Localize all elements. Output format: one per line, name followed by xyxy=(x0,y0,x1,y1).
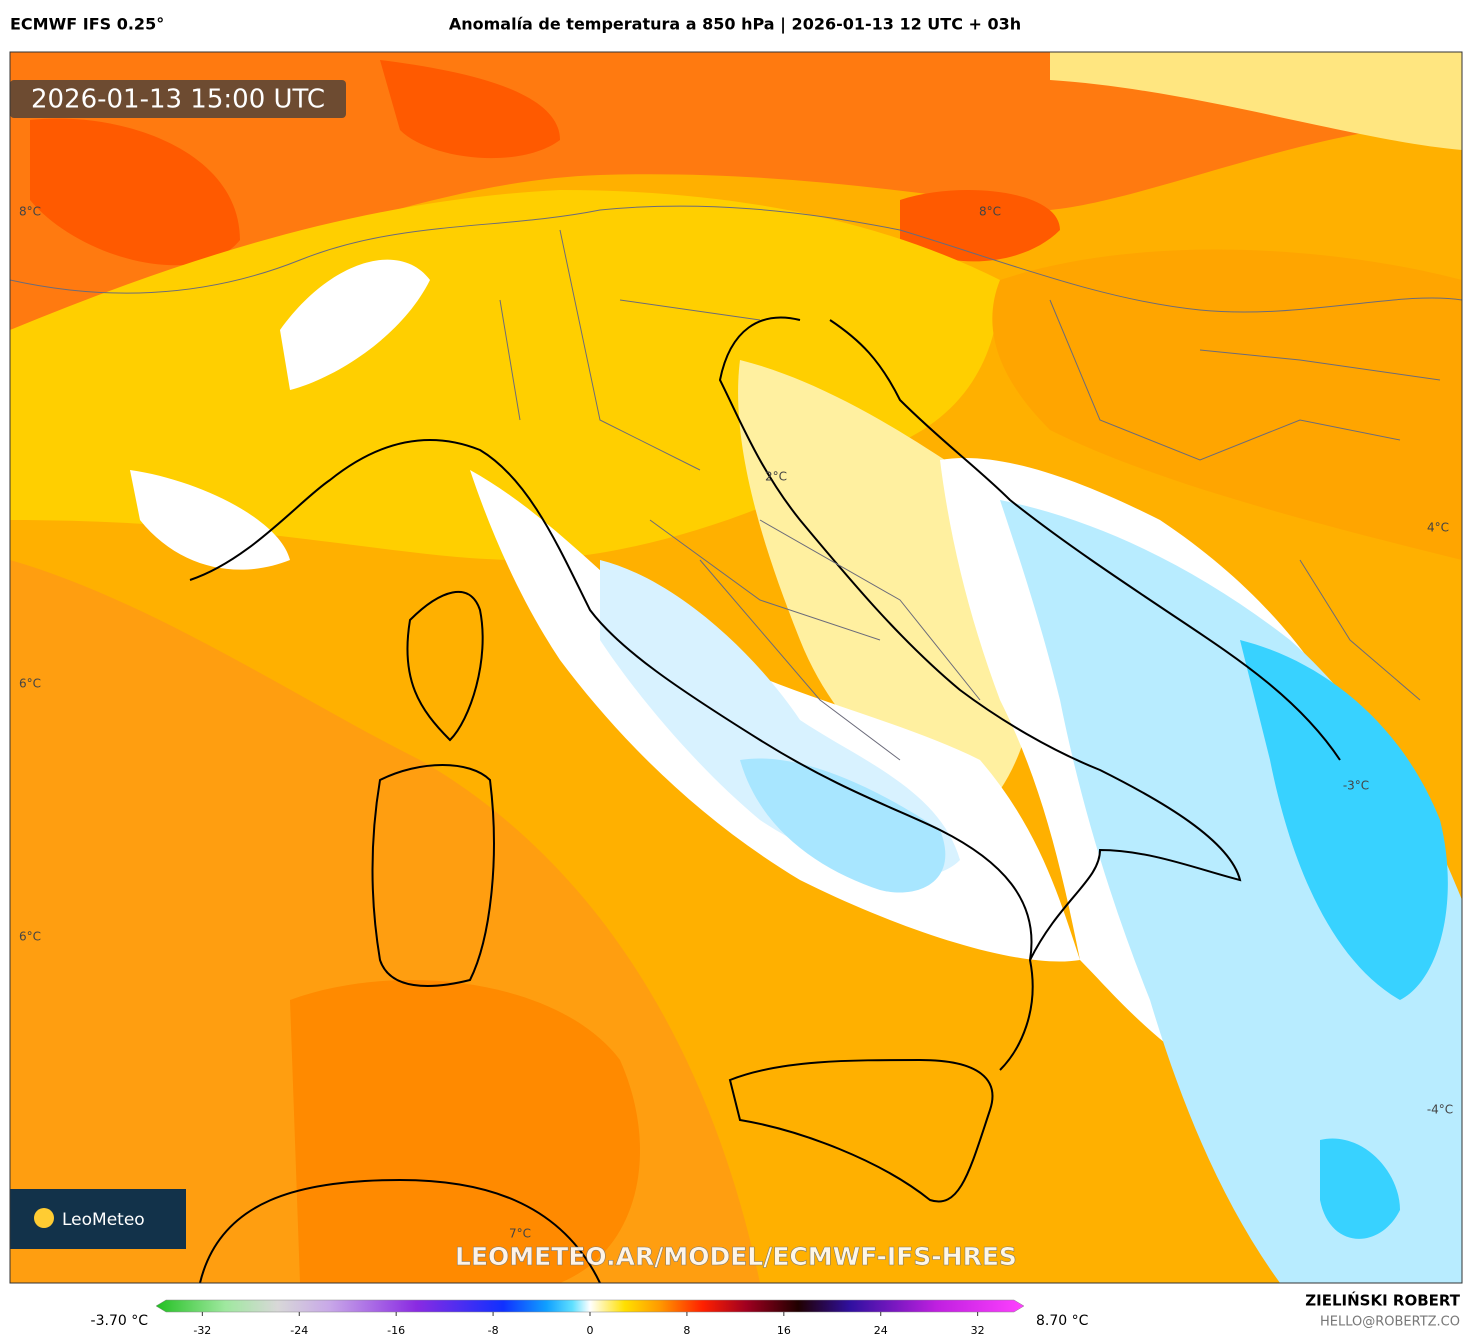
contour-label: 6°C xyxy=(19,677,41,691)
credit-email: HELLO@ROBERTZ.CO xyxy=(1320,1315,1460,1330)
timestamp-box xyxy=(10,80,346,118)
colorbar-tick-label: -16 xyxy=(387,1324,405,1337)
logo-sun xyxy=(34,1208,54,1228)
contour-label: -3°C xyxy=(1343,779,1369,793)
colorbar-tick-label: 24 xyxy=(874,1324,888,1337)
map-title: Anomalía de temperatura a 850 hPa | 2026… xyxy=(449,15,1021,35)
colorbar-tick-label: 0 xyxy=(587,1324,594,1337)
contour-label: 8°C xyxy=(979,205,1001,219)
colorbar-tick-label: 16 xyxy=(777,1324,791,1337)
contour-label: 8°C xyxy=(19,205,41,219)
contour-label: 2°C xyxy=(765,470,787,484)
map-frame xyxy=(9,51,1463,1284)
colorbar-tick-label: 32 xyxy=(971,1324,985,1337)
model-name: ECMWF IFS 0.25° xyxy=(10,15,164,34)
colorbar xyxy=(155,1299,1025,1313)
colorbar-tick-label: -24 xyxy=(290,1324,308,1337)
contour-label: -4°C xyxy=(1427,1103,1453,1117)
contour-label: 7°C xyxy=(509,1227,531,1241)
colorbar-tick-label: 8 xyxy=(683,1324,690,1337)
logo-text: LeoMeteo xyxy=(62,1210,145,1230)
colorbar-min: -3.70 °C xyxy=(91,1313,149,1329)
map-area: 2026-01-13 15:00 UTC LeoMeteo LEOMETEO.A… xyxy=(10,52,1462,1283)
colorbar-tick-label: -8 xyxy=(488,1324,499,1337)
credit-author: ZIELIŃSKI ROBERT xyxy=(1305,1291,1460,1310)
colorbar-tick-label: -32 xyxy=(193,1324,211,1337)
colorbar-max: 8.70 °C xyxy=(1036,1313,1089,1329)
contour-label: 4°C xyxy=(1427,521,1449,535)
watermark: LEOMETEO.AR/MODEL/ECMWF-IFS-HRES xyxy=(455,1242,1017,1271)
timestamp: 2026-01-13 15:00 UTC xyxy=(31,85,325,115)
contour-label: 6°C xyxy=(19,930,41,944)
